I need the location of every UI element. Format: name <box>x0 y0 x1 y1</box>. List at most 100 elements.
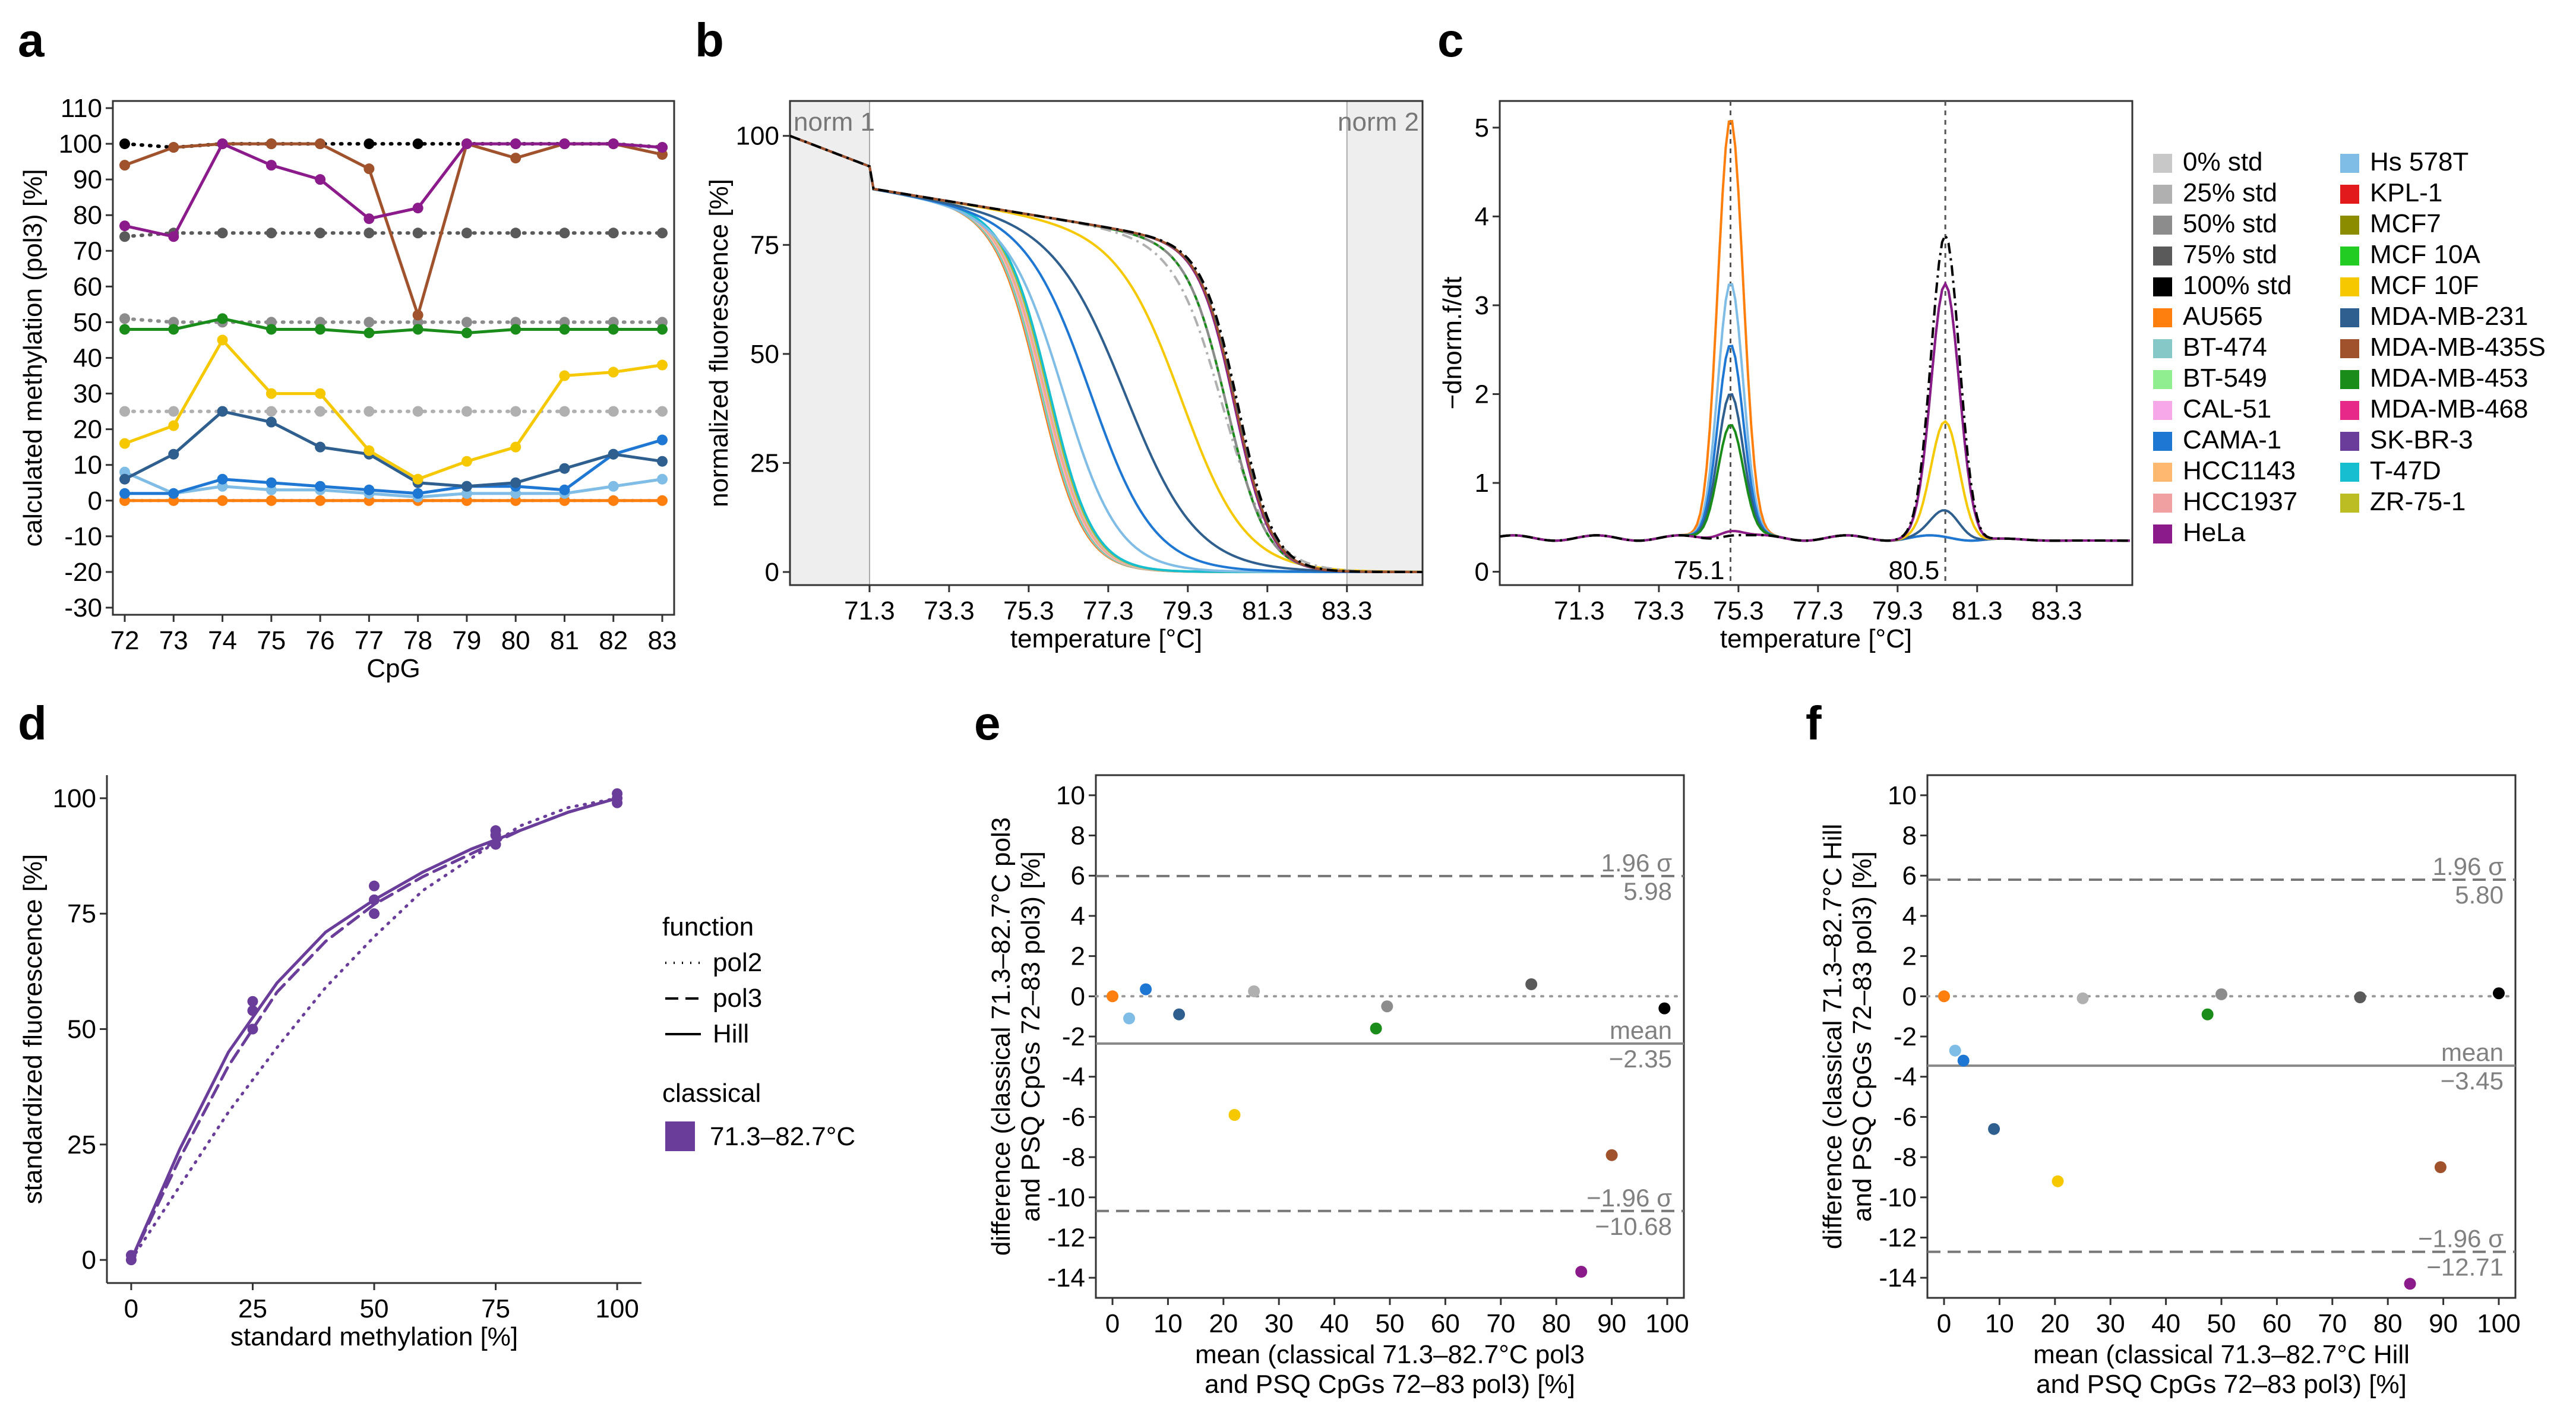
x-tick-label: 0 <box>1937 1309 1951 1338</box>
x-tick-label: 81.3 <box>1952 596 2003 625</box>
reference-line-label: 75.1 <box>1674 556 1725 585</box>
x-tick-label: 30 <box>2096 1309 2125 1338</box>
y-tick-label: 2 <box>1071 942 1085 971</box>
x-tick-label: 77 <box>355 626 384 655</box>
data-point <box>369 894 380 905</box>
y-tick-label: 0 <box>1902 982 1917 1011</box>
legend-swatch <box>2340 308 2359 327</box>
x-tick-label: 71.3 <box>844 596 895 625</box>
y-tick-label: -6 <box>1894 1102 1917 1132</box>
panel-letter-c: c <box>1437 14 1464 67</box>
panel-c-chart: 0 1 2 3 4 5 71.3 73.3 75.3 77.3 79.3 81.3 83.3 temper… <box>1438 100 2134 653</box>
data-point <box>1949 1044 1961 1057</box>
y-axis-title: normalized fluorescence [%] <box>704 179 734 507</box>
x-tick-label: 75.3 <box>1003 596 1054 625</box>
data-point <box>247 996 258 1007</box>
y-tick-label: 6 <box>1902 861 1917 890</box>
legend-swatch <box>665 1121 695 1151</box>
y-tick-label: 2 <box>1475 380 1489 409</box>
data-point <box>510 153 521 164</box>
data-point <box>510 227 521 239</box>
series-line-MDA-MB-231 <box>123 409 664 488</box>
y-tick-label: -8 <box>1894 1143 1917 1172</box>
x-axis-title: standard methylation [%] <box>230 1322 518 1351</box>
data-point <box>608 481 619 492</box>
legend-label: BT-549 <box>2183 364 2267 393</box>
legend-label: HeLa <box>2183 518 2246 547</box>
x-axis-title: temperature [°C] <box>1720 624 1912 653</box>
panel-letter-a: a <box>18 14 45 67</box>
legend-label: 75% std <box>2183 240 2277 269</box>
series-line-MDA-MB-453 <box>123 317 664 334</box>
y-tick-label: 1 <box>1475 469 1489 498</box>
y-tick-label: 3 <box>1475 291 1489 320</box>
lower-value-label: −12.71 <box>2426 1253 2504 1281</box>
data-point <box>657 473 668 485</box>
data-point <box>1228 1109 1241 1121</box>
legend-label: ZR-75-1 <box>2370 487 2466 516</box>
y-axis-title-line2: and PSQ CpGs 72–83 pol3) [%] <box>1016 851 1045 1222</box>
x-tick-label: 50 <box>1376 1309 1405 1338</box>
data-point <box>608 406 619 417</box>
data-point <box>608 324 619 335</box>
series-line-75%-std <box>123 231 664 239</box>
x-tick-label: 70 <box>1486 1309 1515 1338</box>
reference-line-label: 80.5 <box>1889 556 1940 585</box>
y-tick-label: 20 <box>73 415 102 444</box>
derivative-curve-MDA-MB-453 <box>1499 281 2130 542</box>
x-tick-label: 90 <box>1597 1309 1626 1338</box>
data-point <box>412 203 423 214</box>
data-point <box>559 370 570 381</box>
y-tick-label: 4 <box>1071 902 1085 931</box>
legend-label: 71.3–82.7°C <box>710 1122 855 1151</box>
derivative-curve-MCF-10F <box>1499 419 2130 542</box>
legend-label: 100% std <box>2183 271 2291 300</box>
x-axis-title: CpG <box>366 654 420 683</box>
legend-label: MDA-MB-435S <box>2370 333 2546 362</box>
y-axis-title-line2: and PSQ CpGs 72–83 pol3) [%] <box>1848 851 1877 1222</box>
data-point <box>217 334 228 346</box>
legend-swatch <box>2153 463 2172 482</box>
y-tick-label: 70 <box>73 236 102 266</box>
y-tick-label: -20 <box>64 558 102 587</box>
melt-curve-MCF-10F <box>789 134 1423 573</box>
legend-swatch <box>2153 339 2172 358</box>
legend-label: Hs 578T <box>2370 147 2468 176</box>
legend-swatch <box>2340 494 2359 513</box>
panel-d-legend: function pol2 pol3 Hill classical 71.3–82.7°C <box>662 912 855 1151</box>
data-point <box>265 406 277 417</box>
x-tick-label: 83 <box>648 626 677 655</box>
x-tick-label: 79.3 <box>1872 596 1923 625</box>
y-tick-label: 30 <box>73 380 102 409</box>
legend-label: MCF7 <box>2370 209 2441 238</box>
fit-curve-pol2 <box>129 797 619 1262</box>
x-tick-label: 81 <box>550 626 579 655</box>
y-axis-title-line1: difference (classical 71.3–82.7°C pol3 <box>987 817 1016 1256</box>
panel-letter-d: d <box>18 697 47 750</box>
data-point <box>168 488 179 499</box>
legend-swatch <box>2153 277 2172 296</box>
data-point <box>119 324 130 335</box>
y-tick-label: 10 <box>1056 781 1085 810</box>
data-point <box>315 138 326 150</box>
data-point <box>217 406 228 417</box>
legend-swatch <box>2153 247 2172 266</box>
data-point <box>608 227 619 239</box>
x-axis-title-line2: and PSQ CpGs 72–83 pol3) [%] <box>2036 1370 2407 1399</box>
data-point <box>412 138 423 150</box>
data-point <box>412 488 423 499</box>
data-point <box>1140 983 1152 996</box>
data-point <box>364 484 375 495</box>
series-line-CAMA-1 <box>123 438 664 495</box>
mean-word-label: mean <box>2441 1038 2504 1066</box>
y-tick-label: 4 <box>1475 202 1489 231</box>
data-point <box>364 327 375 339</box>
x-tick-label: 10 <box>1153 1309 1183 1338</box>
y-tick-label: 0 <box>1071 982 1085 1011</box>
y-tick-label: -12 <box>1047 1223 1085 1252</box>
data-point <box>168 420 179 431</box>
data-point <box>265 388 277 399</box>
legend-swatch <box>2153 370 2172 389</box>
y-tick-label: -2 <box>1062 1022 1085 1051</box>
x-tick-label: 50 <box>360 1294 389 1323</box>
